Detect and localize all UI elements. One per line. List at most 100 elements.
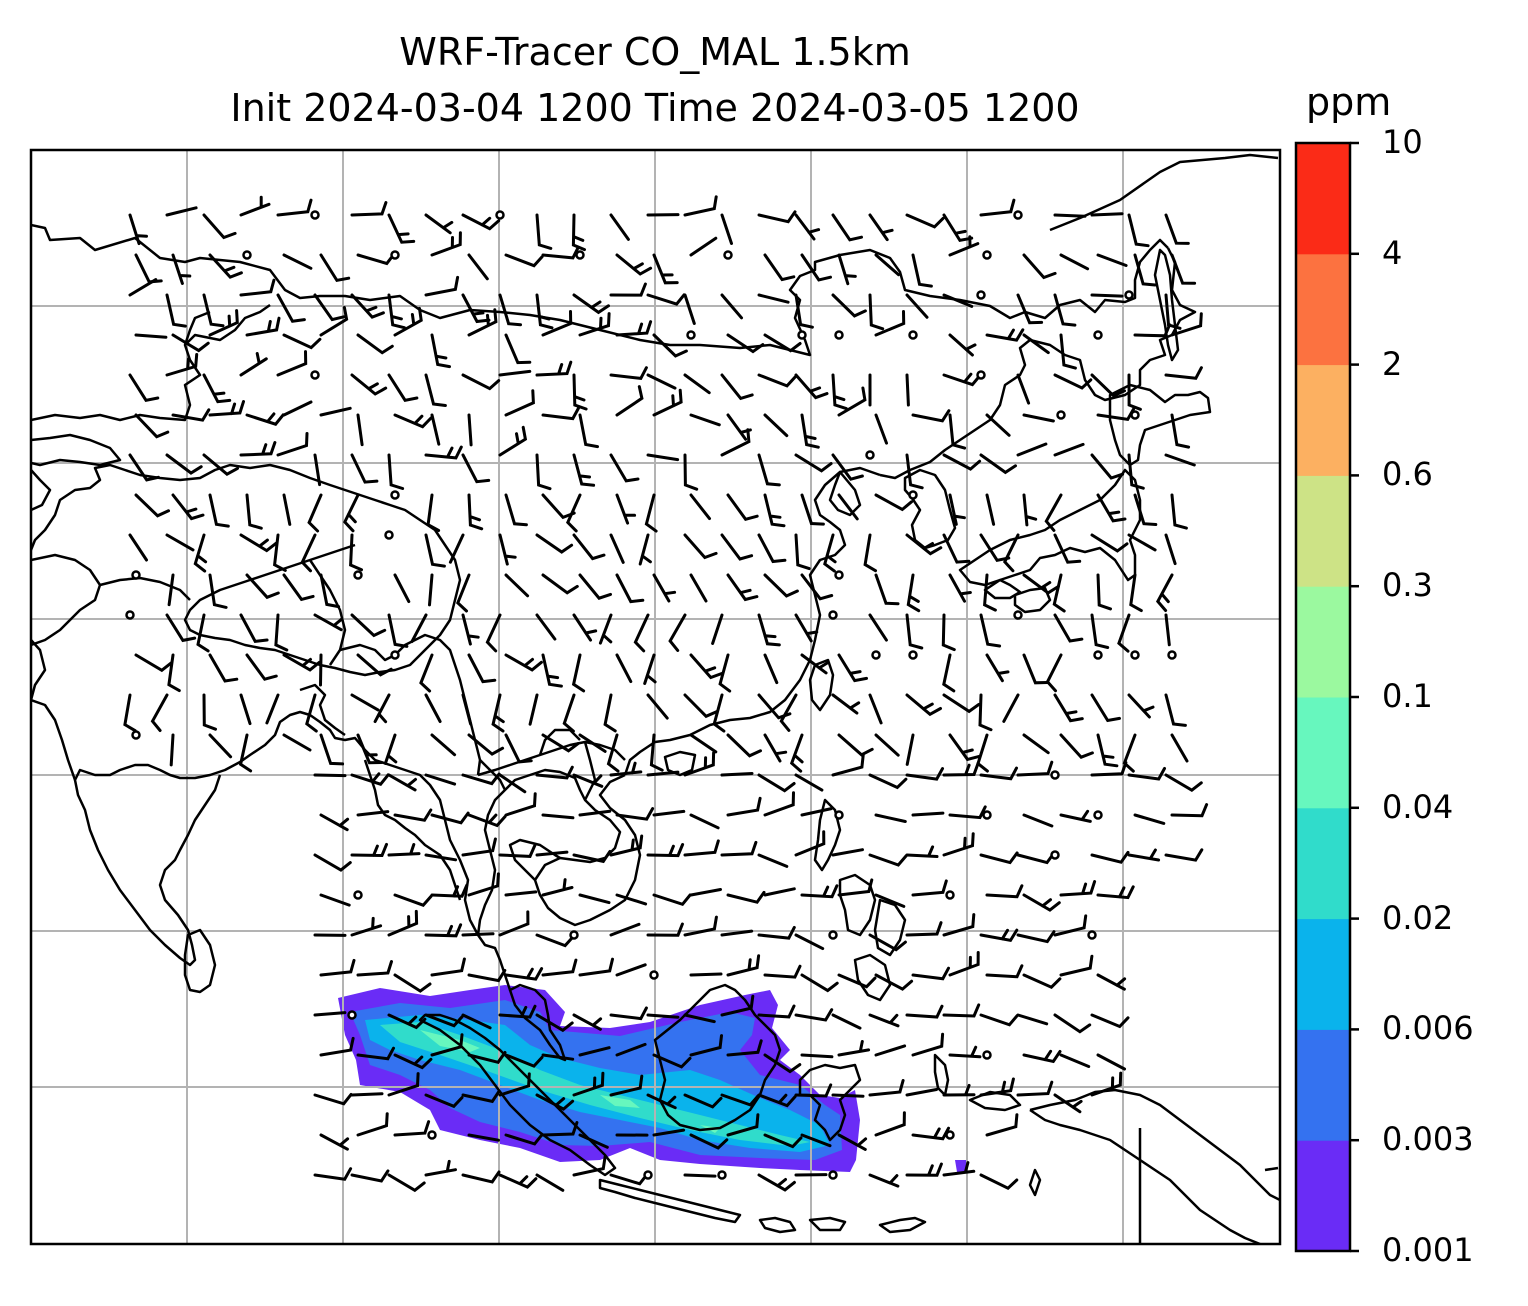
wind-barb: [763, 573, 799, 598]
wind-barb: [633, 613, 650, 653]
wind-barb: [1053, 613, 1084, 643]
wind-barb: [911, 1032, 945, 1057]
wind-barb: [535, 1093, 575, 1111]
wind-barb: [905, 1004, 944, 1019]
wind-barb: [646, 453, 680, 462]
wind-barb: [979, 613, 1002, 648]
wind-barb: [245, 316, 281, 337]
wind-barb: [541, 1053, 575, 1061]
wind-barb: [911, 253, 933, 288]
wind-barb: [169, 733, 175, 767]
wind-barb: [535, 533, 574, 554]
wind-barb: [979, 453, 1017, 475]
wind-barb: [948, 733, 981, 762]
wind-barb: [689, 1034, 723, 1057]
calm-circle: [575, 250, 585, 260]
wind-barb: [239, 533, 278, 553]
wind-barb: [868, 773, 908, 790]
wind-barb: [428, 573, 434, 607]
wind-barb: [1129, 573, 1143, 613]
calm-circle: [1130, 650, 1140, 660]
wind-barb: [356, 733, 383, 765]
wind-barb: [689, 653, 724, 680]
wind-barb: [1059, 253, 1090, 271]
wind-barb: [467, 493, 484, 531]
wind-barb: [430, 333, 451, 369]
colorbar-tick-label: 0.3: [1382, 566, 1433, 605]
wind-barb: [638, 533, 652, 566]
wind-barb: [171, 253, 192, 285]
wind-barb: [1022, 893, 1061, 912]
wind-barb: [794, 613, 819, 643]
wind-barb: [800, 573, 834, 601]
wind-barb: [789, 733, 804, 773]
wind-barb: [150, 693, 169, 732]
colorbar-tick-label: 0.001: [1382, 1231, 1474, 1269]
wind-barb: [571, 653, 586, 693]
wind-barb: [837, 253, 857, 286]
wind-barb: [504, 733, 533, 764]
wind-barb: [1090, 613, 1110, 649]
wind-barb: [541, 653, 563, 688]
wind-barb: [615, 385, 644, 417]
wind-barb: [202, 373, 232, 404]
wind-barb: [689, 236, 718, 257]
wind-barb: [419, 653, 434, 693]
wind-barb: [456, 573, 471, 613]
wind-barb: [424, 1159, 457, 1177]
wind-barb: [319, 1133, 350, 1151]
wind-barb: [165, 206, 198, 217]
wind-barb: [498, 369, 532, 377]
wind-barb: [905, 921, 943, 937]
calm-circle: [390, 250, 400, 260]
wind-barb: [1059, 809, 1092, 823]
wind-barb: [383, 733, 398, 765]
wind-barb: [1127, 693, 1155, 719]
wind-barb: [313, 453, 322, 487]
wind-barb: [393, 893, 433, 907]
wind-barb: [911, 879, 948, 897]
wind-barb: [720, 929, 754, 937]
wind-barb: [1096, 973, 1127, 991]
wind-barb: [276, 432, 309, 457]
wind-barb: [356, 1112, 389, 1137]
colorbar-tick-label: 0.1: [1382, 677, 1433, 715]
wind-barb: [831, 373, 848, 411]
wind-barb: [504, 573, 530, 598]
wind-barb: [831, 753, 865, 777]
calm-circle: [828, 610, 838, 620]
wind-barb: [615, 653, 633, 684]
wind-barb: [1053, 293, 1077, 327]
wind-barb: [319, 1036, 355, 1057]
wind-barb: [609, 453, 640, 483]
wind-barb: [646, 1093, 677, 1110]
wind-barb: [393, 1053, 433, 1070]
wind-barb: [128, 453, 160, 482]
wind-barb: [393, 413, 433, 429]
wind-barb: [1053, 1013, 1092, 1034]
wind-barb: [350, 613, 387, 638]
wind-barb: [609, 1074, 644, 1097]
wind-barb: [794, 1008, 834, 1022]
wind-barb: [467, 413, 473, 447]
wind-barb: [165, 453, 203, 475]
calm-circle: [865, 450, 875, 460]
wind-barb: [313, 293, 346, 322]
wind-barb: [300, 533, 317, 573]
wind-barb: [572, 849, 612, 864]
colorbar-units: ppm: [1306, 80, 1392, 124]
wind-barb: [837, 878, 874, 897]
wind-barb: [837, 973, 877, 989]
wind-barb: [467, 733, 505, 756]
wind-barb: [1090, 453, 1125, 480]
calm-circle: [717, 1170, 727, 1180]
wind-barb: [1164, 773, 1203, 793]
wind-barb: [387, 613, 409, 648]
wind-barb: [1059, 880, 1097, 897]
wind-barb: [652, 809, 686, 817]
wind-barb: [757, 773, 796, 793]
wind-barb: [193, 533, 208, 573]
wind-barb: [905, 613, 924, 650]
wind-barb: [134, 333, 168, 339]
wind-barb: [711, 613, 724, 645]
